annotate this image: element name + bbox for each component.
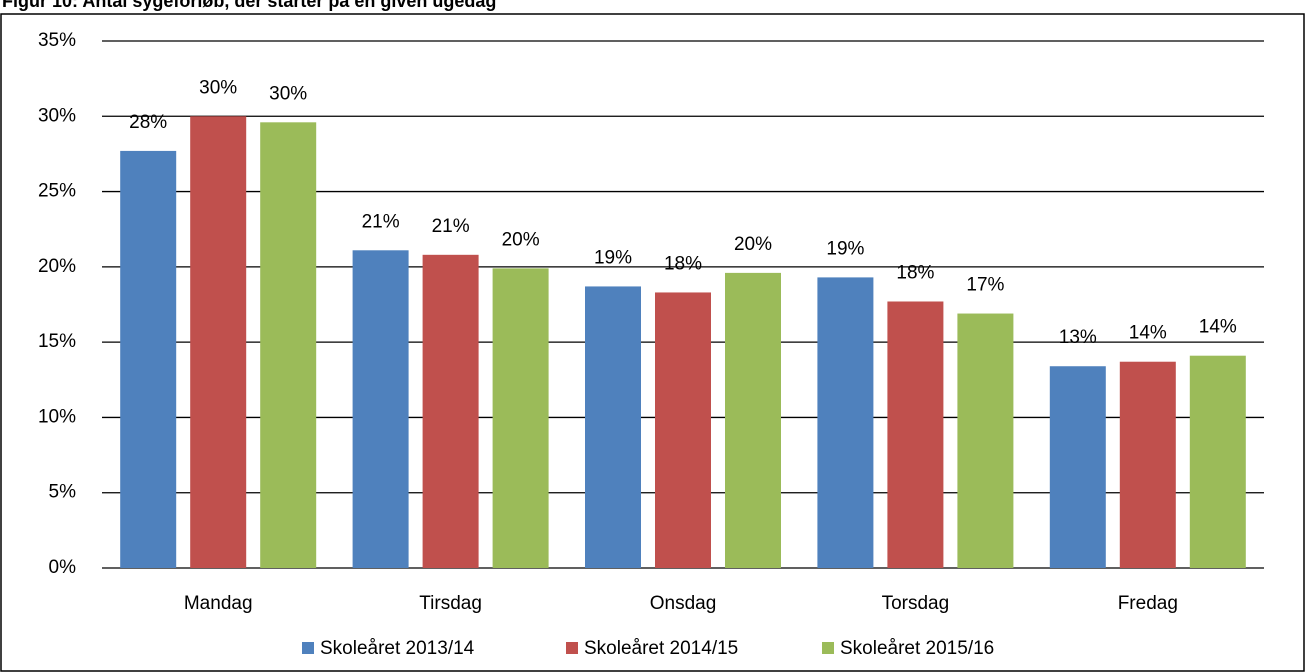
value-label: 30% [269,83,307,104]
x-tick-label: Mandag [184,593,253,614]
value-label: 14% [1199,317,1237,338]
y-tick-label: 10% [38,406,76,427]
bar [1049,366,1106,568]
value-label: 21% [362,211,400,232]
legend-label: Skoleåret 2013/14 [320,638,475,659]
legend-swatch [566,642,578,654]
bar [817,277,874,568]
bar [352,250,409,568]
y-tick-label: 25% [38,181,76,202]
value-label: 20% [502,229,540,250]
bar [957,313,1014,568]
bar [1189,355,1246,568]
value-label: 17% [966,275,1004,296]
bar [655,292,711,568]
legend-label: Skoleåret 2014/15 [584,638,738,659]
x-tick-label: Tirsdag [419,593,482,614]
bar [190,116,247,569]
y-tick-label: 0% [49,557,77,578]
bar [585,286,641,568]
x-tick-label: Onsdag [650,593,717,614]
legend-label: Skoleåret 2015/16 [840,638,994,659]
y-tick-label: 20% [38,256,76,277]
chart-border [0,13,1305,672]
value-label: 19% [594,247,632,268]
bar [422,254,479,568]
value-label: 13% [1059,327,1097,348]
bar [1119,361,1176,568]
legend-swatch [822,642,834,654]
y-tick-label: 30% [38,105,76,126]
bar [887,301,944,568]
chart-title: Figur 10: Antal sygeforløb, der starter … [2,0,496,11]
value-label: 18% [664,253,702,274]
value-label: 28% [129,112,167,133]
legend-swatch [302,642,314,654]
y-tick-label: 15% [38,331,76,352]
value-label: 30% [199,77,237,98]
x-tick-label: Torsdag [882,593,950,614]
x-tick-label: Fredag [1118,593,1178,614]
y-tick-label: 35% [38,30,76,51]
value-label: 18% [896,263,934,284]
value-label: 20% [734,234,772,255]
value-label: 19% [826,238,864,259]
value-label: 14% [1129,323,1167,344]
bar [492,268,549,568]
bar [120,150,177,568]
bar [260,122,317,569]
bar [725,272,781,568]
y-tick-label: 5% [49,482,77,503]
value-label: 21% [432,216,470,237]
